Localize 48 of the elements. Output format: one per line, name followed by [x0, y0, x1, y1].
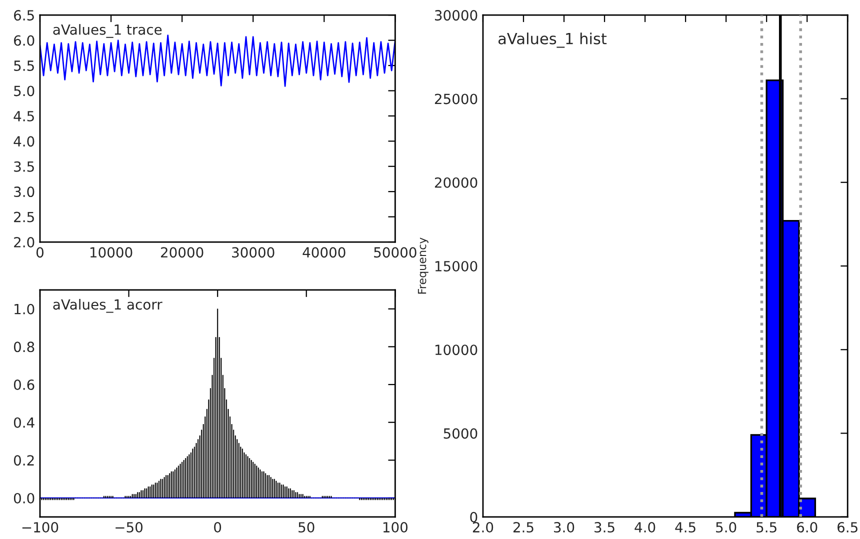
x-tick-label: 20000	[160, 247, 204, 258]
x-tick-label: 3.0	[554, 522, 574, 533]
x-tick-label: 50000	[374, 247, 416, 258]
y-tick-label: 30000	[434, 10, 478, 21]
y-tick-label: 5000	[444, 428, 478, 439]
x-tick-label: 100	[383, 522, 408, 533]
y-tick-label: 3.5	[14, 161, 34, 172]
y-tick-label: 0.0	[14, 492, 34, 504]
x-tick-label: 10000	[90, 247, 132, 258]
x-tick-label: 0	[214, 522, 222, 533]
x-tick-label: 5.5	[756, 522, 776, 533]
y-tick-label: 5.0	[14, 86, 34, 96]
x-tick-label: 6.5	[838, 522, 858, 533]
x-tick-label: 50	[298, 522, 314, 533]
text: aValues_1 trace	[53, 24, 162, 38]
x-tick-label: −50	[116, 522, 143, 533]
y-tick-label: 25000	[434, 94, 478, 104]
x-tick-label: 3.5	[594, 522, 614, 533]
y-tick-label: 2.0	[14, 236, 34, 248]
x-tick-label: −100	[22, 522, 58, 533]
y-tick-label: 0	[470, 512, 478, 522]
x-tick-label: 0	[36, 247, 44, 258]
y-tick-label: 0.4	[14, 417, 34, 428]
y-tick-label: 4.5	[14, 111, 34, 122]
y-tick-label: 10000	[435, 344, 478, 356]
x-tick-label: 4.0	[634, 522, 656, 533]
y-tick-label: 0.2	[14, 455, 34, 466]
x-tick-label: 40000	[302, 247, 346, 258]
y-tick-label: 0.8	[14, 342, 34, 352]
x-tick-label: 30000	[232, 247, 274, 258]
y-tick-label: 20000	[434, 177, 478, 188]
y-tick-label: 6.0	[14, 35, 34, 46]
x-tick-label: 5.0	[716, 522, 736, 533]
text: aValues_1 hist	[498, 32, 607, 48]
y-tick-label: 3.0	[14, 186, 34, 198]
x-tick-label: 2.5	[513, 522, 534, 533]
y-tick-label: 2.5	[14, 212, 34, 222]
x-tick-label: 2.0	[472, 522, 494, 533]
y-tick-label: 0.6	[14, 380, 34, 390]
y-tick-label: 6.5	[14, 10, 34, 21]
y-tick-label: 4.0	[14, 136, 34, 147]
y-axis-title: Frequency	[418, 238, 428, 294]
y-tick-label: 1.0	[14, 304, 34, 314]
y-tick-label: 5.5	[14, 60, 34, 71]
y-tick-label: 15000	[435, 260, 478, 272]
x-tick-label: 6.0	[797, 522, 818, 533]
x-tick-label: 4.5	[675, 522, 696, 533]
text: aValues_1 acorr	[53, 298, 162, 313]
